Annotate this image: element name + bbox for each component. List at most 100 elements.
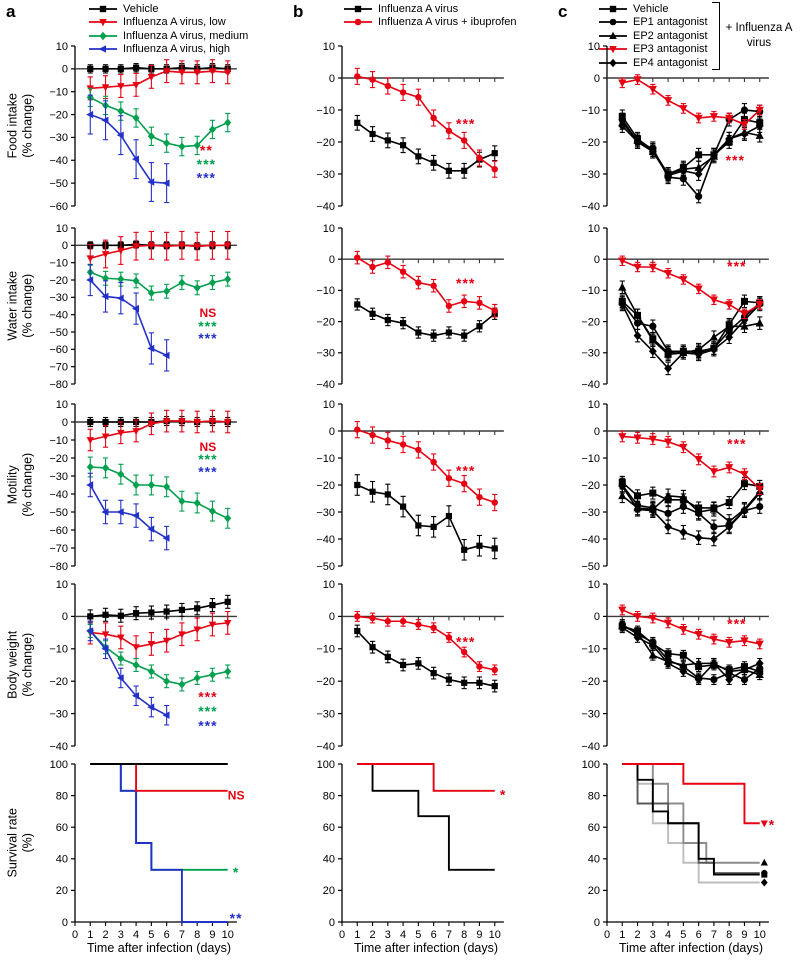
svg-text:−40: −40 <box>581 379 600 391</box>
svg-text:−30: −30 <box>49 471 68 483</box>
svg-text:−30: −30 <box>49 292 68 304</box>
svg-text:6: 6 <box>696 929 702 941</box>
svg-text:−10: −10 <box>316 644 335 656</box>
chart-a-body-weight: 100−10−20−30−40********* <box>49 579 237 753</box>
significance-annotation: *** <box>197 170 216 186</box>
svg-text:−30: −30 <box>49 708 68 720</box>
chart-a-food-intake: 100−10−20−30−40−50−60******** <box>49 41 237 213</box>
svg-text:−60: −60 <box>49 525 68 537</box>
svg-text:7: 7 <box>711 929 717 941</box>
svg-text:−10: −10 <box>49 435 68 447</box>
svg-text:80: 80 <box>56 790 68 802</box>
svg-text:−30: −30 <box>581 348 600 360</box>
svg-text:−50: −50 <box>49 327 68 339</box>
svg-text:−10: −10 <box>316 105 335 117</box>
svg-text:10: 10 <box>489 929 501 941</box>
ylabel-survival-rate-line1: Survival rate <box>5 808 20 878</box>
xaxis-label-b: Time after infection (days) <box>353 941 499 955</box>
legend-panel-a: Vehicle Influenza A virus, low Influenza A… <box>88 2 248 56</box>
svg-text:−80: −80 <box>49 561 68 573</box>
svg-text:2: 2 <box>369 929 375 941</box>
legend-marker-tri-down-icon <box>599 46 627 54</box>
legend-item: EP3 antagonist <box>598 43 708 57</box>
svg-text:−60: −60 <box>49 344 68 356</box>
svg-text:−50: −50 <box>581 561 600 573</box>
significance-annotation: *** <box>456 275 475 291</box>
svg-text:0: 0 <box>329 917 335 929</box>
svg-text:10: 10 <box>588 399 600 411</box>
legend-panel-c: Vehicle EP1 antagonist EP2 antagonist EP3 a… <box>598 2 792 70</box>
svg-text:8: 8 <box>194 929 200 941</box>
svg-text:10: 10 <box>323 223 335 235</box>
svg-text:−40: −40 <box>316 534 335 546</box>
chart-c-food-intake: 10 0 −10 −20 −30 −40 *** <box>581 41 769 213</box>
svg-text:0: 0 <box>329 254 335 266</box>
legend-marker-circle-icon <box>599 18 627 26</box>
significance-annotation: *** <box>456 463 475 479</box>
svg-text:0: 0 <box>329 611 335 623</box>
svg-text:−30: −30 <box>316 169 335 181</box>
legend-label: EP1 antagonist <box>633 16 708 29</box>
legend-marker-square-icon <box>344 5 372 12</box>
svg-text:−40: −40 <box>316 201 335 213</box>
svg-text:−30: −30 <box>316 348 335 360</box>
significance-annotation: *** <box>198 703 217 719</box>
svg-text:5: 5 <box>415 929 421 941</box>
chart-b-water-intake: 10 0 −10 −20 −30 −40 *** <box>316 223 504 391</box>
significance-annotation: * <box>233 864 239 880</box>
chart-b-motility: 10 0 −10 −20 −30 −40 −50 *** <box>316 399 504 573</box>
significance-annotation: *** <box>198 688 217 704</box>
svg-text:−40: −40 <box>316 741 335 753</box>
svg-text:80: 80 <box>323 790 335 802</box>
svg-text:2: 2 <box>634 929 640 941</box>
svg-text:−10: −10 <box>581 285 600 297</box>
legend-marker-square-icon <box>89 5 117 12</box>
legend-label: Influenza A virus, low <box>123 16 226 29</box>
svg-text:−30: −30 <box>316 708 335 720</box>
svg-text:−40: −40 <box>316 379 335 391</box>
svg-text:−40: −40 <box>49 155 68 167</box>
svg-text:−40: −40 <box>49 309 68 321</box>
legend-items-b: Influenza A virus Influenza A virus + ibu… <box>343 2 517 29</box>
svg-text:40: 40 <box>323 854 335 866</box>
significance-annotation: *** <box>726 152 745 168</box>
svg-text:10: 10 <box>588 41 600 53</box>
svg-text:−10: −10 <box>49 644 68 656</box>
significance-annotation: *** <box>727 616 746 632</box>
svg-text:0: 0 <box>339 929 345 941</box>
significance-annotation: *** <box>198 330 217 346</box>
legend-label: Influenza A virus, medium <box>123 29 249 42</box>
legend-bracket <box>711 2 720 70</box>
svg-text:10: 10 <box>588 579 600 591</box>
svg-text:0: 0 <box>594 917 600 929</box>
svg-text:40: 40 <box>588 854 600 866</box>
panel-label-a: a <box>6 2 16 21</box>
svg-text:0: 0 <box>594 426 600 438</box>
svg-text:9: 9 <box>476 929 482 941</box>
legend-marker-tri-left-icon <box>89 45 117 54</box>
legend-label: Influenza A virus + ibuprofen <box>378 16 517 29</box>
svg-text:−10: −10 <box>581 105 600 117</box>
svg-text:60: 60 <box>56 822 68 834</box>
svg-text:9: 9 <box>741 929 747 941</box>
significance-annotation: * <box>769 817 775 833</box>
significance-annotation: *** <box>456 633 475 649</box>
svg-text:80: 80 <box>588 790 600 802</box>
legend-item: Influenza A virus, medium <box>88 29 248 43</box>
svg-text:−60: −60 <box>49 201 68 213</box>
svg-text:−30: −30 <box>316 507 335 519</box>
svg-text:100: 100 <box>317 759 335 771</box>
svg-text:−10: −10 <box>581 644 600 656</box>
legend-label: Influenza A virus, high <box>123 43 231 56</box>
svg-text:6: 6 <box>431 929 437 941</box>
significance-annotation: *** <box>198 718 217 734</box>
svg-text:−50: −50 <box>316 561 335 573</box>
svg-text:100: 100 <box>582 759 600 771</box>
svg-text:−50: −50 <box>49 507 68 519</box>
legend-marker-circle-icon <box>344 18 372 26</box>
svg-text:0: 0 <box>62 417 68 429</box>
svg-text:−30: −30 <box>581 507 600 519</box>
svg-text:−70: −70 <box>49 361 68 373</box>
